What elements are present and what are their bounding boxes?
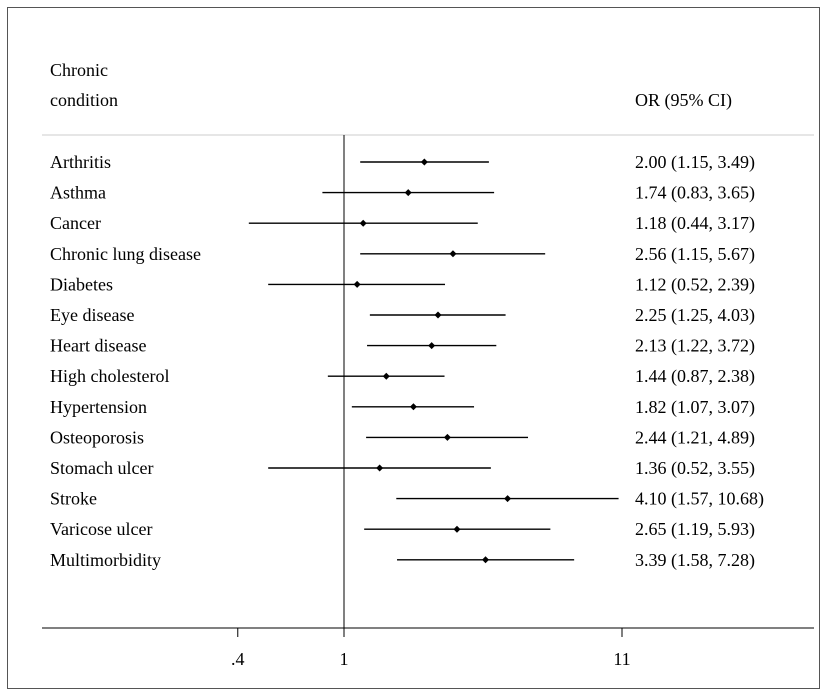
x-tick-label: 1 <box>340 649 349 669</box>
chart-frame <box>7 7 820 689</box>
row-label: Stroke <box>50 489 97 509</box>
forest-row: Eye disease 2.25 (1.25, 4.03) <box>50 305 755 326</box>
row-label: Chronic lung disease <box>50 244 201 264</box>
row-label: Varicose ulcer <box>50 519 152 539</box>
or-point <box>359 219 367 227</box>
header-condition-line2: condition <box>50 90 118 110</box>
row-or-ci: 1.12 (0.52, 2.39) <box>635 274 755 295</box>
or-point <box>353 280 361 288</box>
x-ticks-group: .4 1 11 <box>231 628 631 669</box>
row-or-ci: 2.13 (1.22, 3.72) <box>635 336 755 357</box>
forest-row: Diabetes 1.12 (0.52, 2.39) <box>50 274 755 295</box>
row-label: Arthritis <box>50 152 111 172</box>
x-tick-label: .4 <box>231 649 245 669</box>
row-or-ci: 2.44 (1.21, 4.89) <box>635 427 755 448</box>
row-or-ci: 1.82 (1.07, 3.07) <box>635 397 755 418</box>
or-point <box>443 433 451 441</box>
row-label: Diabetes <box>50 274 113 294</box>
forest-row: Heart disease 2.13 (1.22, 3.72) <box>50 336 755 357</box>
forest-row: Chronic lung disease 2.56 (1.15, 5.67) <box>50 244 755 265</box>
forest-row: Arthritis 2.00 (1.15, 3.49) <box>50 152 755 173</box>
forest-row: Stomach ulcer 1.36 (0.52, 3.55) <box>50 458 755 479</box>
row-or-ci: 1.36 (0.52, 3.55) <box>635 458 755 479</box>
or-point <box>482 556 490 564</box>
header-or-ci: OR (95% CI) <box>635 90 732 111</box>
forest-row: Hypertension 1.82 (1.07, 3.07) <box>50 397 755 418</box>
row-label: Hypertension <box>50 397 147 417</box>
row-label: Multimorbidity <box>50 550 161 570</box>
forest-row: Cancer 1.18 (0.44, 3.17) <box>50 213 755 234</box>
or-point <box>404 189 412 197</box>
row-or-ci: 2.65 (1.19, 5.93) <box>635 519 755 540</box>
row-or-ci: 1.74 (0.83, 3.65) <box>635 183 755 204</box>
rows-group: Arthritis 2.00 (1.15, 3.49) Asthma 1.74 (0.… <box>50 152 764 571</box>
or-point <box>449 250 457 258</box>
row-label: Eye disease <box>50 305 134 325</box>
forest-row: Varicose ulcer 2.65 (1.19, 5.93) <box>50 519 755 540</box>
row-or-ci: 2.25 (1.25, 4.03) <box>635 305 755 326</box>
or-point <box>420 158 428 166</box>
row-or-ci: 1.18 (0.44, 3.17) <box>635 213 755 234</box>
or-point <box>453 525 461 533</box>
or-point <box>409 403 417 411</box>
or-point <box>434 311 442 319</box>
forest-row: Multimorbidity 3.39 (1.58, 7.28) <box>50 550 755 571</box>
forest-row: Asthma 1.74 (0.83, 3.65) <box>50 183 755 204</box>
row-label: Heart disease <box>50 336 146 356</box>
or-point <box>428 342 436 350</box>
header-condition-line1: Chronic <box>50 60 108 80</box>
forest-row: High cholesterol 1.44 (0.87, 2.38) <box>50 366 755 387</box>
row-or-ci: 4.10 (1.57, 10.68) <box>635 489 764 510</box>
forest-row: Stroke 4.10 (1.57, 10.68) <box>50 489 764 510</box>
row-label: Cancer <box>50 213 101 233</box>
row-or-ci: 1.44 (0.87, 2.38) <box>635 366 755 387</box>
forest-row: Osteoporosis 2.44 (1.21, 4.89) <box>50 427 755 448</box>
row-or-ci: 3.39 (1.58, 7.28) <box>635 550 755 571</box>
or-point <box>376 464 384 472</box>
row-label: High cholesterol <box>50 366 169 386</box>
row-label: Asthma <box>50 183 106 203</box>
row-label: Osteoporosis <box>50 427 144 447</box>
or-point <box>382 372 390 380</box>
row-or-ci: 2.00 (1.15, 3.49) <box>635 152 755 173</box>
row-or-ci: 2.56 (1.15, 5.67) <box>635 244 755 265</box>
x-tick-label: 11 <box>613 649 630 669</box>
or-point <box>504 495 512 503</box>
row-label: Stomach ulcer <box>50 458 153 478</box>
